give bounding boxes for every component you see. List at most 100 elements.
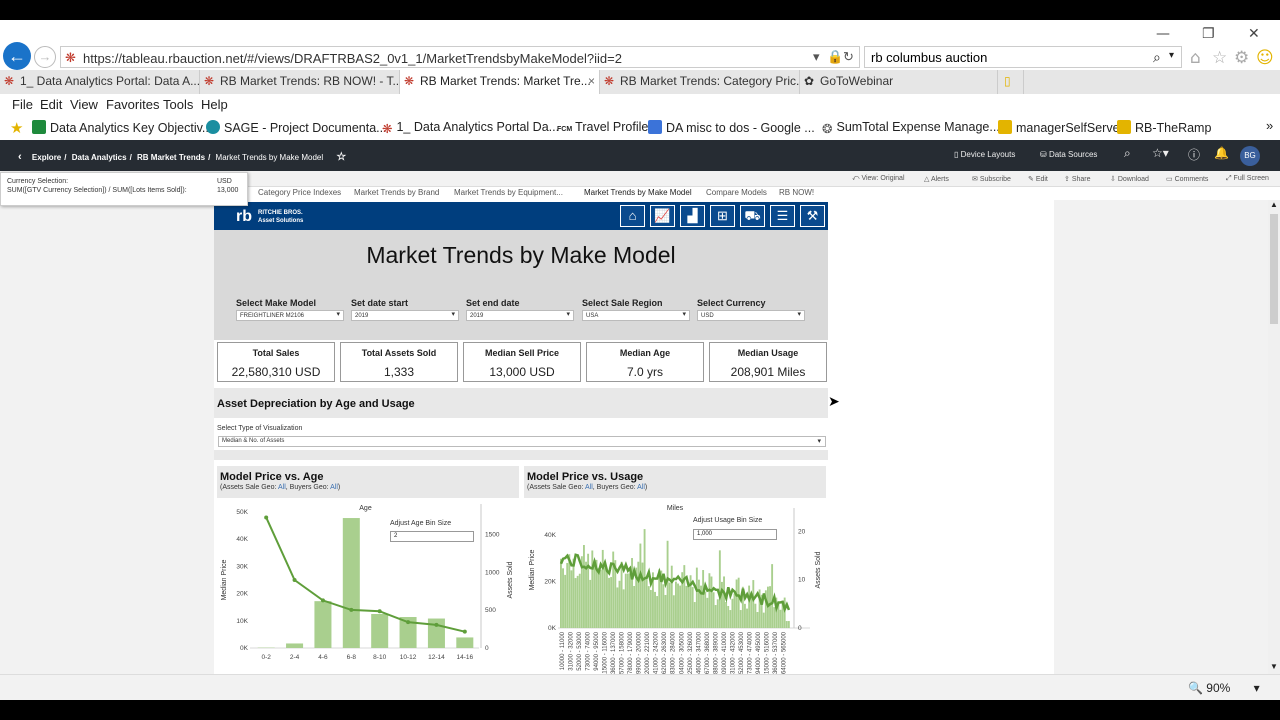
usage-bin-input[interactable]: 1,000 xyxy=(693,529,777,540)
notifications-bell-icon[interactable]: 🔔 xyxy=(1214,146,1229,160)
search-dropdown-icon[interactable]: ▾ xyxy=(813,49,820,64)
favorites-icon[interactable]: ☆▾ xyxy=(1152,146,1169,160)
sheet-tab-rb-now[interactable]: RB NOW! xyxy=(779,188,815,197)
help-icon[interactable]: ⓘ xyxy=(1188,148,1201,162)
vertical-scrollbar[interactable]: ▲ ▼ xyxy=(1268,200,1280,674)
refresh-icon[interactable]: ↻ xyxy=(843,49,854,64)
new-tab-button[interactable]: ▯ xyxy=(998,70,1024,94)
fav-data-analytics[interactable]: Data Analytics Key Objectiv... xyxy=(32,120,212,135)
share-button[interactable]: ⇪ Share xyxy=(1064,176,1091,183)
data-sources-button[interactable]: ⛁ Data Sources xyxy=(1040,150,1098,159)
x-tick-label: 4-6 xyxy=(318,654,328,661)
currency-select[interactable]: USD xyxy=(697,310,805,321)
fav-manager[interactable]: managerSelfServe xyxy=(998,120,1120,135)
menu-favorites[interactable]: Favorites xyxy=(106,97,160,112)
fav-travel[interactable]: FCM Travel Profile xyxy=(557,120,648,134)
search-icon[interactable]: ⌕ xyxy=(1153,49,1161,65)
search-options-icon[interactable]: ▾ xyxy=(1169,50,1175,61)
nav-chart-button[interactable]: 📈 xyxy=(650,205,675,227)
usage-chart[interactable]: Miles Median Price Assets Sold 40K 20K 0K 20 10… xyxy=(522,500,832,690)
fav-sumtotal[interactable]: ❂ SumTotal Expense Manage... xyxy=(822,120,1000,136)
bar xyxy=(616,587,619,628)
home-icon[interactable]: ⌂ xyxy=(1190,48,1201,68)
make-model-select[interactable]: FREIGHTLINER M2106 xyxy=(236,310,344,321)
age-bin-input[interactable]: 2 xyxy=(390,531,474,542)
fav-theramp[interactable]: RB-TheRamp xyxy=(1117,120,1211,135)
nav-list-button[interactable]: ☰ xyxy=(770,205,795,227)
bar xyxy=(560,558,562,628)
chevron-right-icon[interactable]: » xyxy=(1266,118,1274,133)
edit-button[interactable]: ✎ Edit xyxy=(1028,176,1048,183)
zoom-dropdown-icon[interactable]: ▾ xyxy=(1253,681,1260,695)
tab-gotowebinar[interactable]: ✿ GoToWebinar xyxy=(800,70,998,94)
bar xyxy=(652,572,654,628)
back-button[interactable]: ← xyxy=(3,42,31,70)
sale-region-select[interactable]: USA xyxy=(582,310,690,321)
fav-sage[interactable]: SAGE - Project Documenta... xyxy=(206,120,387,135)
sheet-tab-compare-models[interactable]: Compare Models xyxy=(706,188,767,197)
scroll-up-icon[interactable]: ▲ xyxy=(1270,200,1278,209)
minimize-icon[interactable]: — xyxy=(1156,26,1170,42)
fav-google-doc[interactable]: DA misc to dos - Google ... xyxy=(648,120,815,135)
chevron-left-icon[interactable]: ‹ xyxy=(18,151,22,163)
forward-button[interactable]: → xyxy=(34,46,56,68)
kpi-total-assets: Total Assets Sold 1,333 xyxy=(340,342,458,382)
smiley-icon[interactable]: ☺ xyxy=(1256,48,1274,68)
close-window-icon[interactable]: ✕ xyxy=(1248,26,1260,42)
menu-edit[interactable]: Edit xyxy=(40,97,63,112)
tooltip-line-1: Currency Selection: USD xyxy=(7,178,241,185)
nav-gavel-button[interactable]: ⚒ xyxy=(800,205,825,227)
tab-data-analytics-portal[interactable]: ❋ 1_ Data Analytics Portal: Data A... xyxy=(0,70,200,94)
sheet-tab-category-price-indexes[interactable]: Category Price Indexes xyxy=(258,188,342,197)
search-input[interactable] xyxy=(871,50,1141,65)
tab-market-trends-active[interactable]: ❋ RB Market Trends: Market Tre... × xyxy=(400,70,600,94)
fav-portal[interactable]: ❋ 1_ Data Analytics Portal Da... xyxy=(382,120,559,136)
breadcrumb-explore[interactable]: Explore xyxy=(31,153,62,162)
scroll-down-icon[interactable]: ▼ xyxy=(1270,662,1278,671)
favorites-star-icon[interactable]: ☆ xyxy=(1212,48,1228,68)
breadcrumb-data-analytics[interactable]: Data Analytics xyxy=(71,153,127,162)
menu-view[interactable]: View xyxy=(70,97,98,112)
tab-category-price[interactable]: ❋ RB Market Trends: Category Pric... xyxy=(600,70,800,94)
nav-hierarchy-button[interactable]: ⊞ xyxy=(710,205,735,227)
restore-icon[interactable]: ❐ xyxy=(1202,26,1215,42)
tab-close-icon[interactable]: × xyxy=(587,74,595,88)
subscribe-button[interactable]: ✉ Subscribe xyxy=(972,176,1011,183)
bar xyxy=(660,570,663,628)
scroll-thumb[interactable] xyxy=(1270,214,1278,324)
tab-rb-now[interactable]: ❋ RB Market Trends: RB NOW! - T... xyxy=(200,70,400,94)
full-screen-button[interactable]: ⤢ Full Screen xyxy=(1226,175,1269,182)
nav-truck-button[interactable]: ⛟ xyxy=(740,205,765,227)
favorite-star-icon[interactable]: ☆ xyxy=(336,151,347,163)
alerts-button[interactable]: △ Alerts xyxy=(924,176,949,183)
y2-tick-label: 0 xyxy=(798,625,802,632)
breadcrumb-rb-market-trends[interactable]: RB Market Trends xyxy=(137,153,206,162)
nav-factory-button[interactable]: ▟ xyxy=(680,205,705,227)
viz-type-select[interactable]: Median & No. of Assets xyxy=(218,436,826,447)
menu-help[interactable]: Help xyxy=(201,97,228,112)
kpi-total-sales: Total Sales 22,580,310 USD xyxy=(217,342,335,382)
search-box[interactable]: ⌕ ▾ xyxy=(864,46,1182,68)
sheet-tab-market-trends-make-model[interactable]: Market Trends by Make Model xyxy=(584,188,692,197)
settings-gear-icon[interactable]: ⚙ xyxy=(1234,48,1250,68)
date-end-select[interactable]: 2019 xyxy=(466,310,574,321)
sheet-tab-market-trends-brand[interactable]: Market Trends by Brand xyxy=(354,188,440,197)
nav-home-button[interactable]: ⌂ xyxy=(620,205,645,227)
device-layouts-button[interactable]: ▯ Device Layouts xyxy=(954,150,1016,159)
comments-button[interactable]: ▭ Comments xyxy=(1166,176,1209,183)
favorites-star-icon[interactable]: ★ xyxy=(10,120,24,137)
sheet-tab-market-trends-equipment[interactable]: Market Trends by Equipment... xyxy=(454,188,563,197)
bar xyxy=(739,610,742,628)
view-original-button[interactable]: ⤺ View: Original xyxy=(852,175,905,182)
kpi-label: Median Age xyxy=(619,348,671,358)
search-icon[interactable]: ⌕ xyxy=(1124,146,1131,160)
date-start-select[interactable]: 2019 xyxy=(351,310,459,321)
zoom-control[interactable]: 🔍 90% ▾ xyxy=(1188,681,1260,695)
address-bar[interactable]: ❋ https://tableau.rbauction.net/#/views/… xyxy=(60,46,860,68)
download-button[interactable]: ⇩ Download xyxy=(1110,176,1149,183)
avatar[interactable]: BG xyxy=(1240,146,1260,166)
menu-tools[interactable]: Tools xyxy=(163,97,194,112)
menu-file[interactable]: File xyxy=(12,97,33,112)
tab-label: GoToWebinar xyxy=(820,74,894,88)
